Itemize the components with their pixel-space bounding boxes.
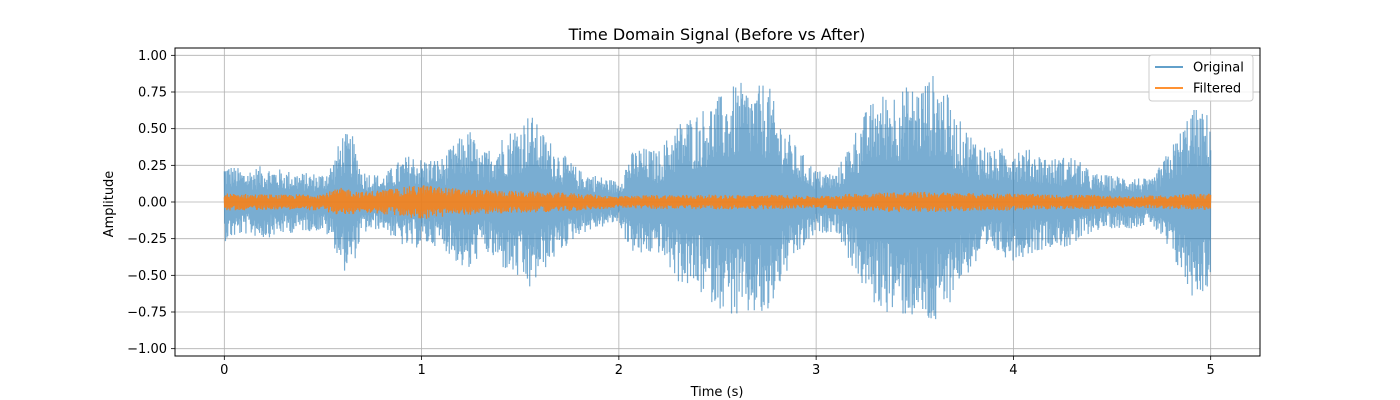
chart-title: Time Domain Signal (Before vs After) <box>568 25 866 44</box>
ticks: 0 1 2 3 4 5 −1.00 −0.75 −0.50 −0.25 0.00 0.25 0.50 0.… <box>127 49 1215 378</box>
y-tick-label: −0.25 <box>127 232 167 247</box>
y-tick-label: −0.50 <box>127 269 167 284</box>
x-tick-label: 0 <box>220 363 228 378</box>
x-tick-label: 3 <box>812 363 820 378</box>
legend-label: Filtered <box>1193 82 1241 97</box>
x-tick-label: 2 <box>615 363 623 378</box>
y-tick-label: 0.75 <box>138 86 167 101</box>
x-tick-label: 1 <box>417 363 425 378</box>
x-tick-label: 4 <box>1009 363 1017 378</box>
y-tick-label: −0.75 <box>127 306 167 321</box>
series-layer <box>223 76 1212 320</box>
legend: Original Filtered <box>1148 54 1254 102</box>
series-filtered <box>223 185 1212 219</box>
y-axis-label: Amplitude <box>102 171 117 238</box>
y-tick-label: 1.00 <box>138 49 167 64</box>
y-tick-label: 0.25 <box>138 159 167 174</box>
y-tick-label: 0.00 <box>138 196 167 211</box>
y-tick-label: 0.50 <box>138 122 167 137</box>
x-tick-label: 5 <box>1207 363 1215 378</box>
x-axis-label: Time (s) <box>690 385 744 400</box>
y-tick-label: −1.00 <box>127 342 167 357</box>
legend-label: Original <box>1193 61 1244 76</box>
